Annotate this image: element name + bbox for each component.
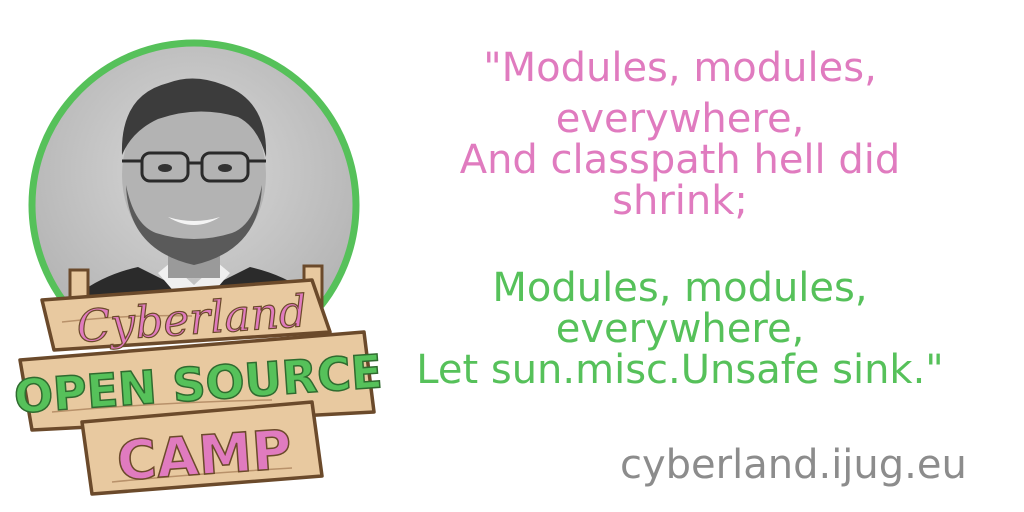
- site-url: cyberland.ijug.eu: [620, 442, 967, 488]
- logo-camp: CAMP: [115, 418, 294, 493]
- quote-part-1: "Modules, modules, everywhere, And class…: [400, 48, 960, 222]
- quote-line: everywhere,: [555, 306, 805, 352]
- quote-line: Let sun.misc.Unsafe sink.": [416, 347, 944, 393]
- quote-line: shrink;: [612, 178, 748, 224]
- quote-line: And classpath hell did: [459, 137, 901, 183]
- logo-cyberland: Cyberland: [75, 286, 309, 353]
- quote-line: Modules, modules,: [492, 265, 868, 311]
- quote-line: everywhere,: [555, 96, 805, 142]
- quote-part-2: Modules, modules, everywhere, Let sun.mi…: [400, 268, 960, 391]
- wooden-sign-logo-icon: Cyberland OPEN SOURCE CAMP: [12, 264, 382, 496]
- quote-line: "Modules, modules,: [483, 45, 877, 91]
